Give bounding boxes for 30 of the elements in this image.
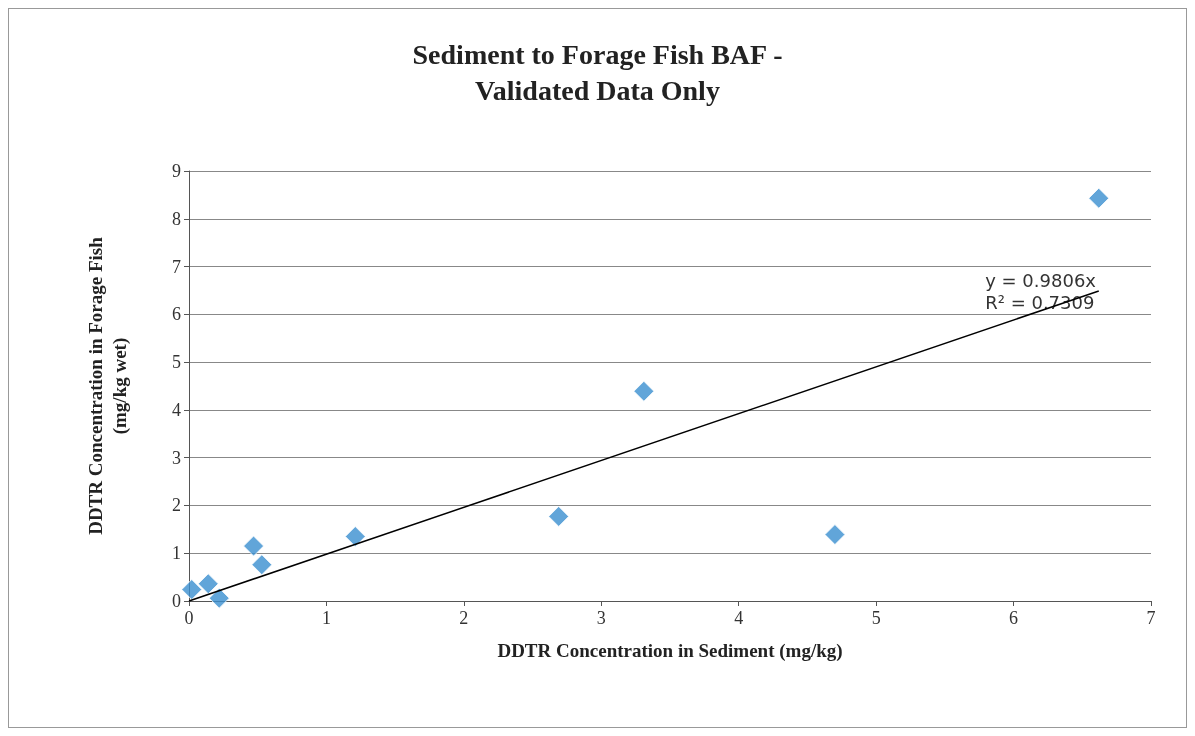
- y-tick-label: 4: [172, 399, 181, 420]
- point: [1088, 187, 1110, 209]
- point: [251, 554, 273, 576]
- x-tick-label: 2: [459, 608, 469, 628]
- point: [181, 579, 203, 601]
- y-axis-title: DDTR Concentration in Forage Fish (mg/kg wet): [84, 236, 131, 535]
- point: [344, 526, 366, 547]
- point: [633, 380, 655, 402]
- y-tick-label: 8: [172, 208, 181, 229]
- y-tick-label: 0: [172, 591, 181, 611]
- x-tick-label: 7: [1146, 608, 1156, 628]
- y-tick-label: 5: [172, 352, 181, 373]
- x-tick-label: 5: [871, 608, 881, 628]
- y-tick-label: 9: [172, 161, 181, 181]
- x-tick-label: 1: [321, 608, 331, 628]
- y-tick-label: 3: [172, 447, 181, 468]
- x-tick-label: 6: [1009, 608, 1019, 628]
- point: [824, 524, 846, 546]
- x-tick-label: 3: [596, 608, 606, 628]
- x-tick-label: 4: [734, 608, 744, 628]
- y-tick-label: 2: [172, 495, 181, 516]
- y-tick-label: 1: [172, 543, 181, 564]
- y-tick-label: 7: [172, 256, 181, 277]
- point: [208, 587, 230, 609]
- point: [548, 505, 570, 527]
- y-tick-label: 6: [172, 304, 181, 325]
- x-axis-title: DDTR Concentration in Sediment (mg/kg): [497, 640, 843, 662]
- chart-title: Sediment to Forage Fish BAF - Validated Data Only: [412, 38, 783, 106]
- point: [197, 573, 219, 595]
- point: [243, 535, 265, 557]
